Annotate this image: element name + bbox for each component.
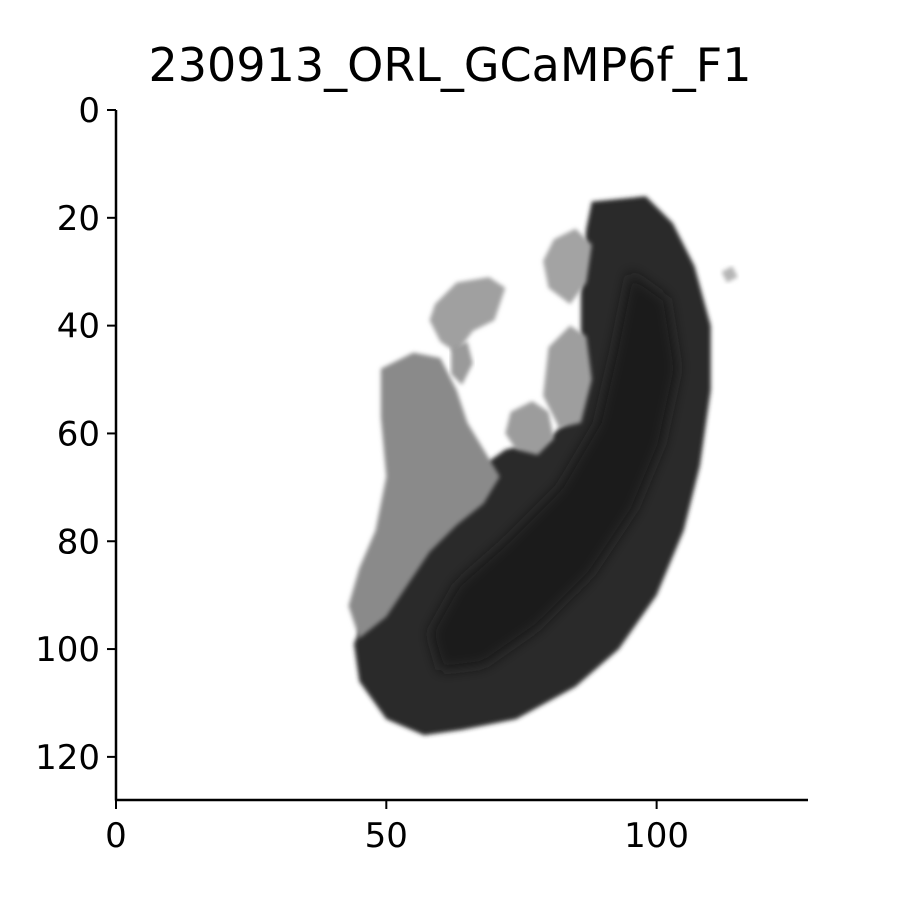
heatmap-region-5 [543, 325, 592, 428]
y-tick-label: 0 [78, 91, 100, 131]
chart-title: 230913_ORL_GCaMP6f_F1 [148, 38, 752, 92]
heatmap-region-6 [543, 228, 592, 305]
heatmap-region-8 [721, 266, 738, 283]
heatmap-region-7 [429, 271, 679, 671]
x-tick-label: 100 [624, 816, 689, 856]
heatmap-region-4 [505, 401, 554, 455]
heatmap-region-1 [348, 352, 500, 639]
y-tick-label: 80 [57, 522, 100, 562]
y-tick-label: 100 [35, 630, 100, 670]
heatmap-region-2 [429, 277, 506, 353]
heatmap-region-3 [451, 341, 473, 385]
y-tick-label: 120 [35, 738, 100, 778]
y-tick-label: 40 [57, 307, 100, 347]
y-tick-label: 20 [57, 199, 100, 239]
x-tick-label: 50 [365, 816, 408, 856]
x-tick-label: 0 [105, 816, 127, 856]
y-tick-label: 60 [57, 414, 100, 454]
